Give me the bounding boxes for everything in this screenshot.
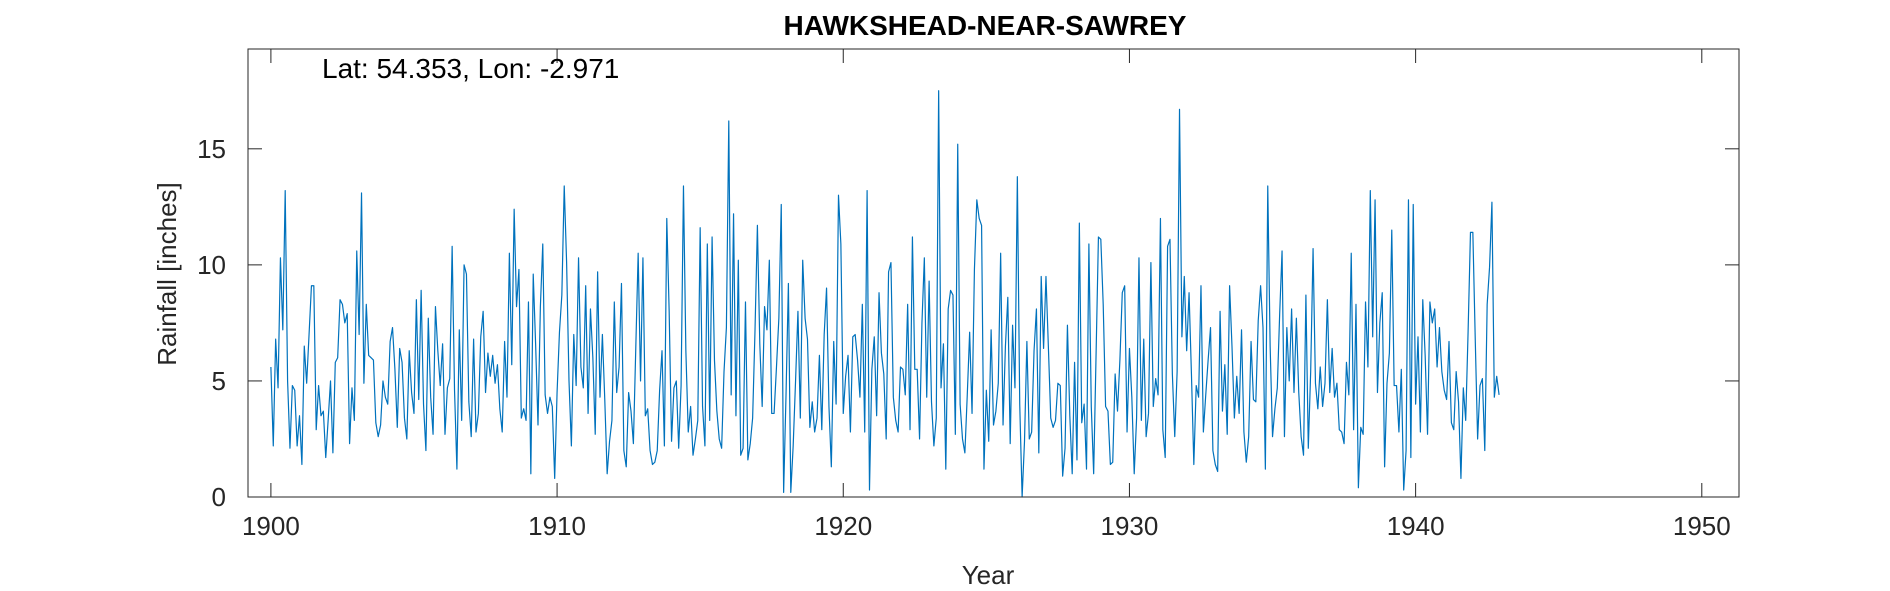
y-tick-label: 15 bbox=[197, 134, 226, 164]
chart-title: HAWKSHEAD-NEAR-SAWREY bbox=[784, 10, 1187, 41]
rainfall-series-line bbox=[270, 90, 1500, 498]
location-annotation: Lat: 54.353, Lon: -2.971 bbox=[322, 53, 619, 84]
y-axis-title: Rainfall [inches] bbox=[152, 182, 182, 366]
x-tick-label: 1940 bbox=[1387, 511, 1445, 541]
x-tick-label: 1930 bbox=[1101, 511, 1159, 541]
x-tick-label: 1950 bbox=[1673, 511, 1731, 541]
axis-ticks bbox=[248, 49, 1739, 498]
tick-labels: 1900 1910 1920 1930 1940 1950 0 5 10 15 bbox=[197, 134, 1731, 541]
plot-box bbox=[247, 48, 1740, 498]
y-tick-label: 5 bbox=[212, 366, 226, 396]
x-tick-label: 1900 bbox=[242, 511, 300, 541]
y-tick-label: 10 bbox=[197, 250, 226, 280]
y-tick-label: 0 bbox=[212, 482, 226, 512]
x-axis-title: Year bbox=[962, 560, 1015, 590]
x-tick-label: 1920 bbox=[814, 511, 872, 541]
x-tick-label: 1910 bbox=[528, 511, 586, 541]
